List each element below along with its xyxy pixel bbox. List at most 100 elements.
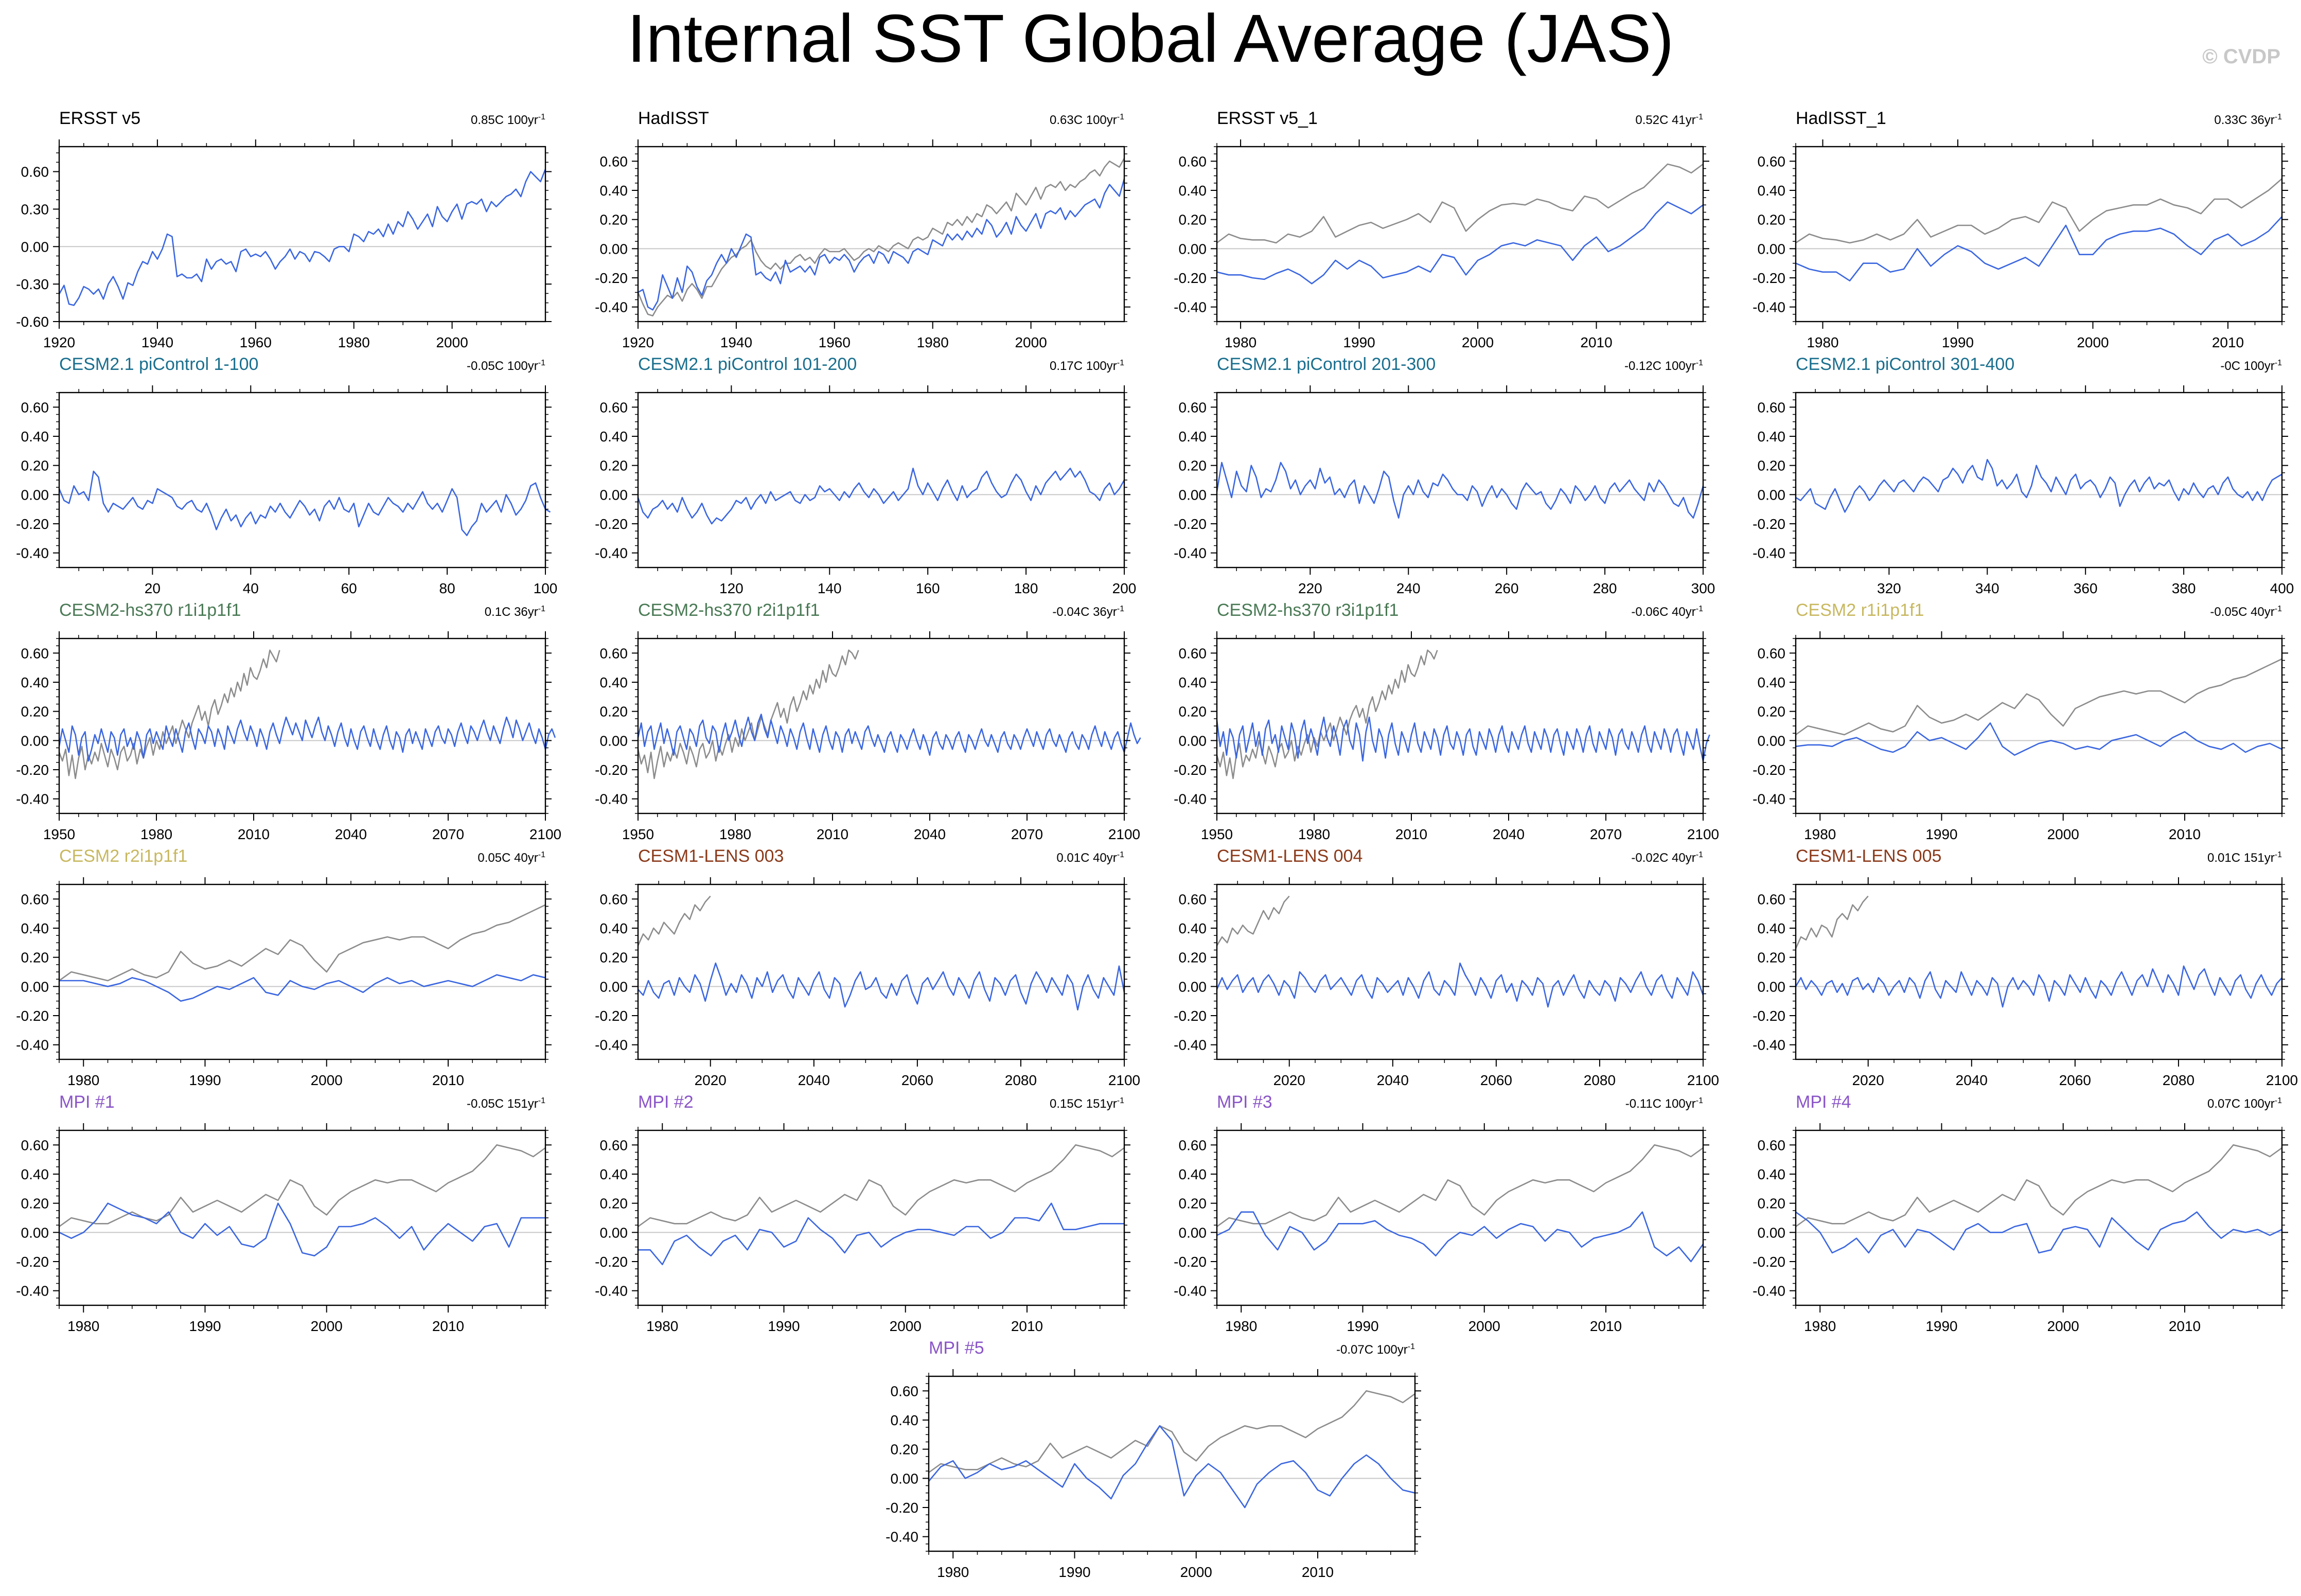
- x-tick-label: 2010: [1395, 826, 1427, 842]
- y-tick-label: -0.20: [886, 1500, 918, 1516]
- forced-series-line: [1216, 1144, 1704, 1228]
- y-tick-label: 0.40: [600, 183, 628, 199]
- plot-frame: [58, 883, 546, 1060]
- cvdp-watermark: © CVDP: [2202, 45, 2280, 68]
- chart-panel: ERSST v5_1 0.52C 41yr-1 -0.40 -0.20 0.00 0.20…: [1158, 108, 1709, 355]
- plot-svg: -0.40 -0.20 0.00 0.20 0.40 0.60 1980 1990 2000 20…: [1753, 1123, 2288, 1334]
- plot-frame: [1795, 637, 2283, 814]
- internal-series-line: [1216, 1211, 1704, 1263]
- y-tick-label: -0.40: [595, 545, 628, 561]
- plot-frame: [1795, 1129, 2283, 1306]
- y-tick-label: 0.20: [1758, 1196, 1786, 1212]
- trend-label: 0.85C 100yr-1: [471, 110, 545, 128]
- x-tick-label: 2100: [529, 826, 561, 842]
- y-tick-label: -0.20: [16, 1254, 49, 1270]
- x-tick-label: 2100: [1687, 826, 1719, 842]
- chart-panel: MPI #3 -0.11C 100yr-1 -0.40 -0.20 0.00 0.20 0.…: [1158, 1092, 1709, 1339]
- internal-series-line: [58, 169, 546, 306]
- y-tick-label: -0.20: [1174, 270, 1207, 286]
- x-tick-label: 1980: [1225, 1318, 1257, 1334]
- panel-title: MPI #1: [59, 1092, 115, 1112]
- chart-panel: MPI #4 0.07C 100yr-1 -0.40 -0.20 0.00 0.20 0.4…: [1737, 1092, 2288, 1339]
- plot-svg: -0.40 -0.20 0.00 0.20 0.40 0.60 1980 1990 2000 20…: [16, 877, 552, 1088]
- internal-series-line: [638, 962, 1125, 1011]
- y-tick-label: -0.40: [595, 299, 628, 315]
- y-tick-label: 0.60: [1758, 1137, 1786, 1153]
- y-tick-label: -0.40: [1753, 1037, 1785, 1053]
- trend-label: -0.04C 36yr-1: [1052, 602, 1124, 619]
- trend-exponent: -1: [2274, 113, 2282, 121]
- y-tick-label: 0.40: [21, 429, 49, 445]
- y-tick-label: -0.20: [595, 1254, 628, 1270]
- trend-exponent: -1: [538, 605, 545, 613]
- x-tick-label: 2000: [890, 1318, 922, 1334]
- y-tick-label: 0.00: [21, 487, 49, 503]
- y-tick-label: 0.00: [600, 979, 628, 995]
- forced-series-line: [1795, 895, 1869, 949]
- y-tick-label: -0.40: [1753, 545, 1785, 561]
- y-tick-label: 0.20: [1179, 458, 1207, 474]
- chart-panel: CESM1-LENS 003 0.01C 40yr-1 -0.40 -0.20 0.00…: [579, 846, 1140, 1093]
- trend-exponent: -1: [1407, 1342, 1415, 1351]
- x-tick-label: 180: [1014, 580, 1038, 596]
- internal-series-line: [1795, 722, 2282, 756]
- y-tick-label: 0.00: [1179, 487, 1207, 503]
- y-tick-label: 0.00: [1758, 1225, 1786, 1240]
- trend-value: -0.12C 100yr: [1624, 359, 1696, 373]
- plot-frame: [1795, 392, 2283, 569]
- y-tick-label: 0.40: [1179, 675, 1207, 690]
- x-tick-label: 2000: [1462, 334, 1494, 350]
- trend-label: 0.07C 100yr-1: [2207, 1094, 2282, 1111]
- x-tick-label: 1980: [1225, 334, 1256, 350]
- y-tick-label: -0.20: [1174, 1008, 1207, 1024]
- trend-value: 0.33C 36yr: [2214, 113, 2275, 127]
- y-tick-label: 0.40: [1758, 183, 1786, 199]
- panel-title: CESM2-hs370 r1i1p1f1: [59, 600, 241, 620]
- x-tick-label: 2040: [914, 826, 946, 842]
- x-tick-label: 2020: [1852, 1072, 1884, 1088]
- trend-label: 0.15C 151yr-1: [1050, 1094, 1124, 1111]
- y-tick-label: 0.20: [600, 704, 628, 720]
- chart-panel: CESM2 r1i1p1f1 -0.05C 40yr-1 -0.40 -0.20 0.0…: [1737, 600, 2288, 847]
- internal-series-line: [1795, 1211, 2282, 1254]
- internal-series-line: [58, 716, 556, 762]
- trend-value: 0.01C 40yr: [1056, 851, 1117, 865]
- x-tick-label: 2020: [695, 1072, 727, 1088]
- trend-label: 0.17C 100yr-1: [1050, 356, 1124, 374]
- panel-title: CESM2.1 piControl 201-300: [1217, 354, 1436, 374]
- panel-title: MPI #5: [929, 1338, 984, 1358]
- x-tick-label: 2040: [1377, 1072, 1409, 1088]
- x-tick-label: 1950: [622, 826, 654, 842]
- trend-value: 0.85C 100yr: [471, 113, 538, 127]
- panel-title: CESM1-LENS 003: [638, 846, 784, 866]
- y-tick-label: -0.20: [1753, 516, 1785, 532]
- plot-frame: [637, 637, 1125, 814]
- trend-value: 0.01C 151yr: [2207, 851, 2275, 865]
- x-tick-label: 2070: [1590, 826, 1622, 842]
- x-tick-label: 2010: [2212, 334, 2244, 350]
- x-tick-label: 2000: [1468, 1318, 1500, 1334]
- x-tick-label: 1980: [646, 1318, 678, 1334]
- y-tick-label: 0.60: [1758, 399, 1786, 415]
- forced-series-line: [1216, 649, 1438, 779]
- trend-value: 0.15C 151yr: [1050, 1097, 1117, 1111]
- x-tick-label: 2080: [2163, 1072, 2194, 1088]
- y-tick-label: 0.60: [1179, 891, 1207, 907]
- plot-frame: [1216, 883, 1704, 1060]
- x-tick-label: 300: [1691, 580, 1715, 596]
- plot-svg: -0.40 -0.20 0.00 0.20 0.40 0.60 320 340 360 380 40…: [1753, 385, 2294, 596]
- trend-label: 0.05C 40yr-1: [477, 848, 545, 865]
- trend-value: -0.05C 40yr: [2210, 605, 2275, 619]
- y-tick-label: 0.20: [600, 458, 628, 474]
- x-tick-label: 240: [1396, 580, 1421, 596]
- y-tick-label: 0.60: [21, 399, 49, 415]
- panel-title: ERSST v5: [59, 109, 141, 128]
- chart-panel: CESM1-LENS 004 -0.02C 40yr-1 -0.40 -0.20 0.0…: [1158, 846, 1719, 1093]
- y-tick-label: -0.20: [595, 516, 628, 532]
- trend-label: 0.33C 36yr-1: [2214, 110, 2282, 128]
- y-tick-label: 0.00: [1179, 979, 1207, 995]
- panel-title: CESM2-hs370 r3i1p1f1: [1217, 600, 1399, 620]
- y-tick-label: 0.20: [1758, 704, 1786, 720]
- trend-exponent: -1: [1117, 113, 1124, 121]
- y-tick-label: 0.30: [21, 201, 49, 217]
